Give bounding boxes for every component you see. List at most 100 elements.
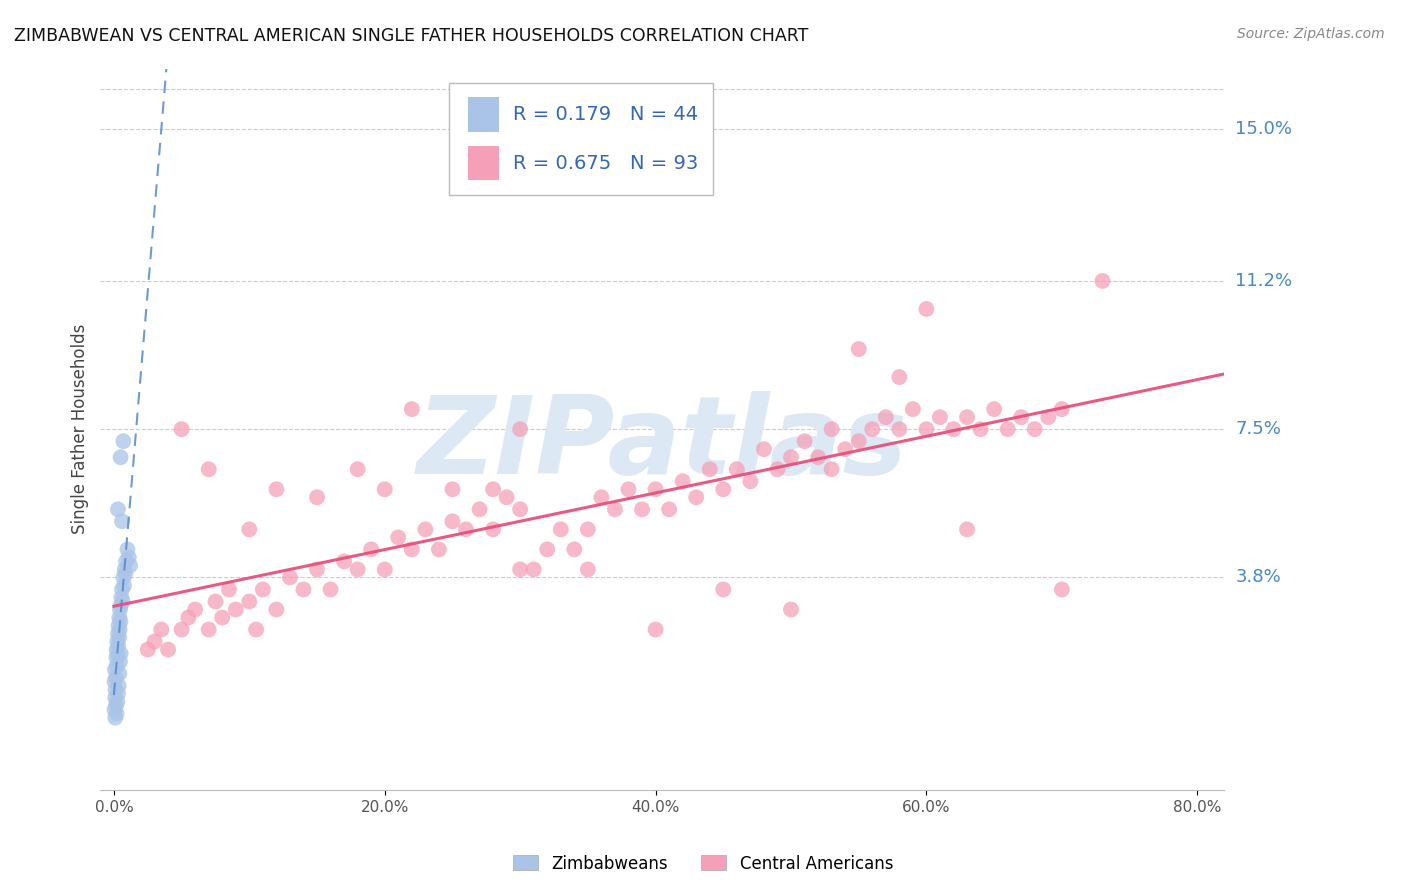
Point [685,491,707,505]
Point [875,410,897,425]
Point [997,422,1019,436]
Point [110,615,132,629]
Point [711,483,734,497]
Point [110,591,132,605]
Point [108,602,131,616]
Point [117,542,139,557]
Point [617,483,640,497]
Point [104,663,127,677]
Point [820,462,842,476]
Point [374,562,396,576]
Point [170,623,193,637]
Point [136,642,159,657]
Point [305,562,328,576]
Point [108,655,131,669]
Point [550,522,572,536]
Point [333,554,356,568]
Point [780,450,803,465]
Point [112,570,135,584]
Point [305,491,328,505]
Point [631,502,654,516]
Point [346,462,368,476]
Point [103,703,125,717]
Point [111,514,134,528]
Point [110,647,132,661]
Point [441,483,464,497]
Point [107,618,129,632]
Point [225,602,247,616]
Point [111,582,134,597]
Point [157,642,180,657]
Point [197,462,219,476]
Point [211,610,233,624]
Point [104,690,127,705]
Point [644,483,666,497]
Point [107,647,129,661]
Point [107,626,129,640]
Point [104,682,127,697]
Point [112,434,135,449]
Point [111,594,134,608]
Point [901,402,924,417]
Point [292,582,315,597]
Y-axis label: Single Father Households: Single Father Households [72,324,89,534]
Point [245,623,267,637]
Point [110,599,132,613]
Bar [468,145,499,180]
Point [523,562,546,576]
Point [495,491,517,505]
Point [103,674,125,689]
Point [374,483,396,497]
Point [266,602,288,616]
Point [108,631,131,645]
Point [482,522,505,536]
Point [427,542,450,557]
Point [252,582,274,597]
Text: Source: ZipAtlas.com: Source: ZipAtlas.com [1237,27,1385,41]
Point [107,502,129,516]
Point [482,483,505,497]
Point [956,410,979,425]
Text: R = 0.179   N = 44: R = 0.179 N = 44 [513,105,697,124]
Point [860,422,883,436]
Point [536,542,558,557]
Point [401,542,423,557]
Point [112,578,135,592]
Bar [468,97,499,132]
Point [204,594,226,608]
Point [834,442,856,457]
Point [278,570,301,584]
Point [576,562,599,576]
Point [360,542,382,557]
Point [672,475,695,489]
Point [942,422,965,436]
Point [1050,402,1073,417]
Point [107,687,129,701]
Point [562,542,585,557]
Text: 7.5%: 7.5% [1236,420,1281,438]
Point [238,594,260,608]
Point [780,602,803,616]
Point [170,422,193,436]
Text: 11.2%: 11.2% [1236,272,1292,290]
Point [848,434,870,449]
Point [401,402,423,417]
Point [108,623,131,637]
Text: 15.0%: 15.0% [1236,120,1292,137]
Point [1024,422,1046,436]
Point [108,610,131,624]
Point [793,434,815,449]
Point [915,422,938,436]
Point [105,634,128,648]
Point [104,698,127,713]
Point [441,514,464,528]
Point [711,582,734,597]
Text: 3.8%: 3.8% [1236,568,1281,586]
Point [807,450,830,465]
Text: ZIMBABWEAN VS CENTRAL AMERICAN SINGLE FATHER HOUSEHOLDS CORRELATION CHART: ZIMBABWEAN VS CENTRAL AMERICAN SINGLE FA… [14,27,808,45]
Point [509,562,531,576]
Point [105,642,128,657]
Point [105,706,128,721]
Point [415,522,437,536]
Point [509,422,531,436]
